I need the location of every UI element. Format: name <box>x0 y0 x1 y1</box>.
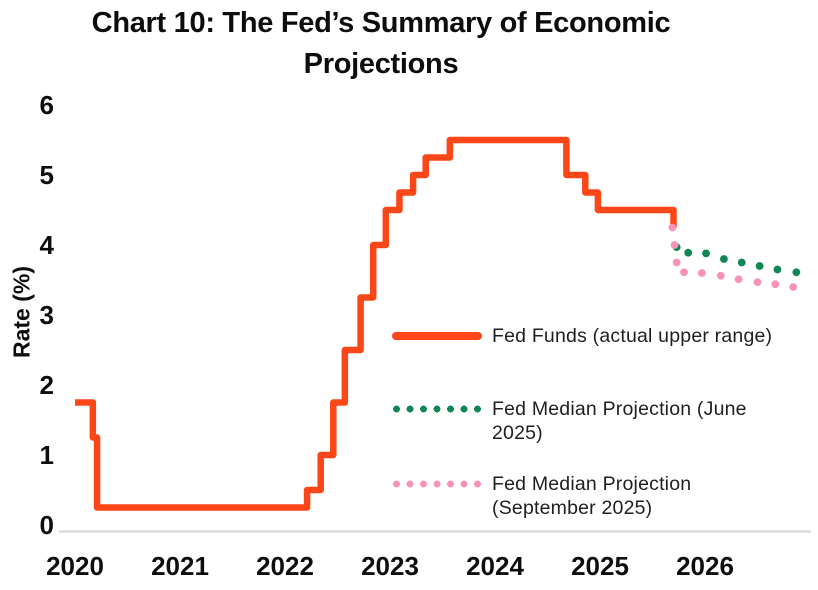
x-tick-label: 2020 <box>46 551 104 581</box>
september-projection-dot <box>789 283 798 291</box>
legend-label-line: Fed Median Projection <box>492 473 692 495</box>
legend-label-september-projection: Fed Median Projection (September 2025) <box>492 472 691 520</box>
y-tick-label: 0 <box>39 510 54 540</box>
legend-label-line: Fed Funds (actual upper range) <box>492 325 773 347</box>
x-tick-label: 2024 <box>466 551 524 581</box>
september-projection-dot <box>734 275 743 284</box>
june-projection-dot <box>773 265 782 274</box>
legend-swatch-september-dots <box>392 480 482 488</box>
x-tick-label: 2022 <box>256 551 314 581</box>
september-projection-dot <box>672 258 681 267</box>
x-tick-label: 2021 <box>151 551 209 581</box>
y-tick-label: 5 <box>39 160 54 190</box>
legend-label-fed-funds: Fed Funds (actual upper range) <box>492 324 772 348</box>
september-projection-dot <box>771 280 780 289</box>
x-tick-label: 2023 <box>361 551 419 581</box>
legend-swatch-fed-funds-line <box>392 332 482 340</box>
legend-item-september-projection: Fed Median Projection (September 2025) <box>392 472 691 520</box>
legend-label-june-projection: Fed Median Projection (June 2025) <box>492 397 747 445</box>
june-projection-dot <box>792 268 801 277</box>
june-projection-dot <box>684 248 693 257</box>
legend-item-fed-funds: Fed Funds (actual upper range) <box>392 324 772 348</box>
september-projection-dot <box>697 269 706 277</box>
y-tick-label: 2 <box>39 370 54 400</box>
june-projection-dot <box>755 262 764 270</box>
chart-title: Chart 10: The Fed’s Summary of Economic … <box>91 7 671 80</box>
legend-swatch-june-dots <box>392 405 482 413</box>
y-tick-label: 4 <box>39 230 54 260</box>
september-projection-dot <box>753 278 762 286</box>
september-projection-dot <box>716 271 725 280</box>
y-tick-label: 3 <box>39 300 54 330</box>
legend-item-june-projection: Fed Median Projection (June 2025) <box>392 397 747 445</box>
legend-label-line: 2025) <box>492 422 543 444</box>
x-tick-label: 2025 <box>571 551 629 581</box>
september-projection-dot <box>670 241 679 249</box>
june-projection-dot <box>737 258 746 267</box>
september-projection-dot <box>668 223 677 232</box>
y-tick-label: 1 <box>39 440 54 470</box>
legend-label-line: Fed Median Projection (June <box>492 398 747 420</box>
june-projection-dot <box>702 249 710 258</box>
fed-funds-line <box>75 136 677 511</box>
x-tick-label: 2026 <box>676 551 734 581</box>
y-tick-label: 6 <box>39 90 54 120</box>
legend-label-line: (September 2025) <box>492 497 653 519</box>
september-projection-dot <box>680 268 688 277</box>
june-projection-dot <box>720 255 728 263</box>
